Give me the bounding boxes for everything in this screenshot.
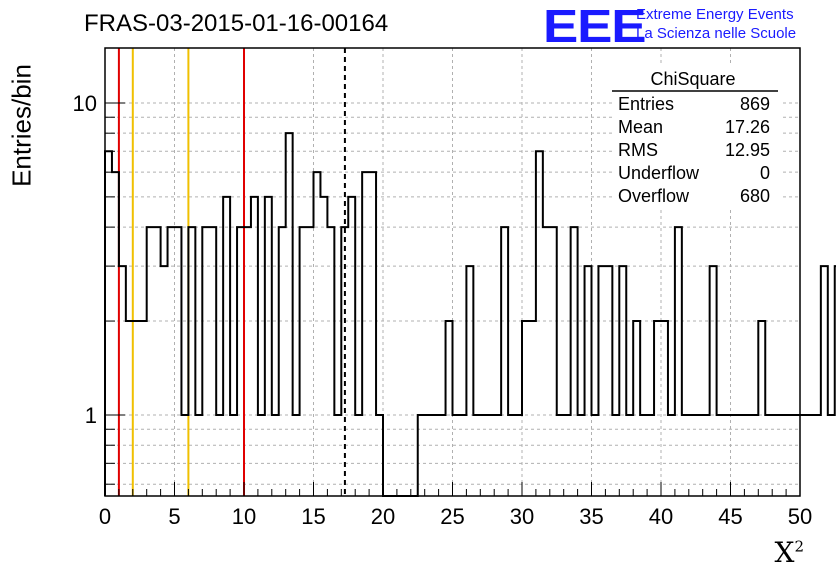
x-tick-label: 35 (579, 504, 603, 529)
logo-line-1: Extreme Energy Events (636, 6, 794, 23)
x-axis-label-superscript: 2 (794, 537, 804, 556)
histogram-bin (598, 266, 605, 496)
histogram-bin (828, 415, 835, 496)
histogram-bin (758, 321, 765, 496)
histogram-bin (223, 197, 230, 496)
histogram-bin (605, 266, 612, 496)
histogram-bin (585, 266, 592, 496)
histogram-bin (265, 197, 272, 496)
histogram-outline (104, 132, 836, 497)
logo-line-2: La Scienza nelle Scuole (636, 25, 797, 42)
histogram-bin (654, 321, 661, 496)
histogram-bin (209, 227, 216, 496)
x-tick-label: 45 (718, 504, 742, 529)
histogram-bin (154, 227, 161, 496)
histogram-layer (104, 132, 836, 497)
histogram-bin (175, 227, 182, 496)
stats-row-label: RMS (618, 140, 658, 160)
histogram-bin (140, 321, 147, 496)
histogram-bin (348, 197, 355, 496)
histogram-bin (710, 266, 717, 496)
histogram-bin (522, 321, 529, 496)
histogram-bin (543, 227, 550, 496)
histogram-bin (807, 415, 814, 496)
x-tick-label: 15 (301, 504, 325, 529)
histogram-bin (501, 227, 508, 496)
stats-row-label: Underflow (618, 163, 700, 183)
x-axis-label: X2 (775, 536, 804, 569)
histogram-bin (821, 266, 828, 496)
histogram-bin (202, 227, 209, 496)
histogram-bin (133, 321, 140, 496)
histogram-bin (800, 415, 807, 496)
stats-row-value: 869 (740, 94, 770, 114)
histogram-bin (251, 197, 258, 496)
histogram-bin (126, 321, 133, 496)
stats-box-title: ChiSquare (650, 69, 735, 89)
x-tick-label: 25 (440, 504, 464, 529)
stats-row-value: 680 (740, 186, 770, 206)
histogram-bin (168, 227, 175, 496)
x-tick-label: 10 (232, 504, 256, 529)
histogram-bin (661, 321, 668, 496)
eee-logo: EEE (543, 0, 647, 52)
x-axis-label-base: X (774, 536, 795, 569)
histogram-bin (466, 266, 473, 496)
histogram-bin (320, 197, 327, 496)
histogram-bin (161, 266, 168, 496)
histogram-bin (571, 227, 578, 496)
histogram-bin (119, 266, 126, 496)
histogram-bin (237, 227, 244, 496)
histogram-bin (675, 227, 682, 496)
x-tick-label: 0 (99, 504, 111, 529)
histogram-bin (279, 227, 286, 496)
y-tick-label: 1 (85, 403, 97, 428)
histogram-bin (633, 321, 640, 496)
histogram-bin (286, 133, 293, 496)
histogram-bin (300, 227, 307, 496)
histogram-bin (446, 321, 453, 496)
stats-row-label: Entries (618, 94, 674, 114)
histogram-bin (529, 321, 536, 496)
x-tick-label: 40 (649, 504, 673, 529)
stats-row-label: Mean (618, 117, 663, 137)
stats-box-background (612, 64, 780, 209)
histogram-bin (814, 415, 821, 496)
x-tick-label: 30 (510, 504, 534, 529)
histogram-bin (327, 227, 334, 496)
x-tick-label: 5 (168, 504, 180, 529)
x-tick-label: 20 (371, 504, 395, 529)
stats-row-value: 12.95 (725, 140, 770, 160)
stats-row-value: 17.26 (725, 117, 770, 137)
stats-row-label: Overflow (618, 186, 690, 206)
histogram-bin (550, 227, 557, 496)
histogram-bin (619, 266, 626, 496)
histogram-bin (112, 172, 119, 496)
histogram-bin (314, 172, 321, 496)
stats-row-value: 0 (760, 163, 770, 183)
histogram-bin (188, 227, 195, 496)
ticks-layer: 0 5 10 15 20 25 30 35 40 45 50 1 10 (73, 91, 813, 529)
histogram-bin (307, 227, 314, 496)
histogram-bin (369, 172, 376, 496)
histogram-bin (244, 227, 251, 496)
histogram-bin (536, 151, 543, 496)
stats-box: ChiSquare Entries 869 Mean 17.26 RMS 12.95 Unde… (612, 64, 780, 209)
histogram-bin (362, 172, 369, 496)
x-tick-label: 50 (788, 504, 812, 529)
page-title: FRAS-03-2015-01-16-00164 (84, 10, 389, 37)
histogram-bin (147, 227, 154, 496)
y-tick-label: 10 (73, 91, 97, 116)
histogram-bin (105, 151, 112, 496)
